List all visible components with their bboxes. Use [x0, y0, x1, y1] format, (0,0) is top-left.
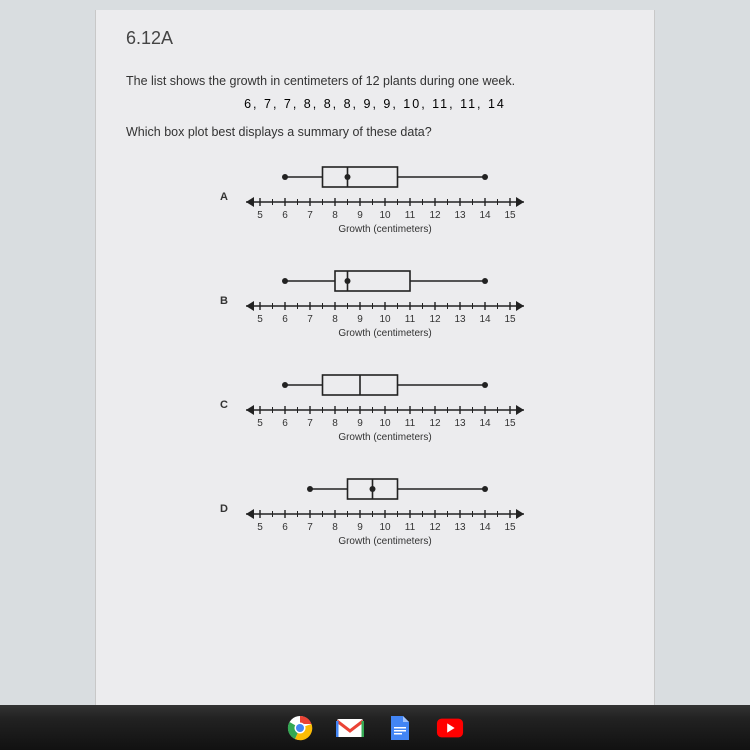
- svg-text:7: 7: [307, 210, 313, 221]
- svg-text:11: 11: [405, 210, 416, 221]
- screen-area: 6.12A The list shows the growth in centi…: [0, 0, 750, 705]
- data-values: 6, 7, 7, 8, 8, 8, 9, 9, 10, 11, 11, 14: [126, 97, 624, 111]
- svg-text:Growth (centimeters): Growth (centimeters): [338, 432, 431, 443]
- svg-text:14: 14: [479, 210, 491, 221]
- gmail-icon[interactable]: [336, 714, 364, 742]
- choice-letter: A: [220, 191, 228, 203]
- box-plot-b: 5 6 7 8 9 10 11 12 13 14 15 Growth (centimeters): [240, 261, 530, 351]
- svg-text:6: 6: [282, 314, 288, 325]
- svg-text:12: 12: [429, 522, 441, 533]
- svg-text:8: 8: [332, 522, 338, 533]
- answer-choice-a[interactable]: A 5 6 7 8 9 10 11 12 13 14 15 Growth (centimeters): [126, 157, 624, 247]
- svg-text:10: 10: [379, 522, 391, 533]
- svg-text:Growth (centimeters): Growth (centimeters): [338, 328, 431, 339]
- svg-text:12: 12: [429, 210, 441, 221]
- svg-text:13: 13: [454, 522, 466, 533]
- svg-text:5: 5: [257, 418, 263, 429]
- youtube-icon[interactable]: [436, 714, 464, 742]
- svg-text:7: 7: [307, 418, 313, 429]
- svg-text:9: 9: [357, 522, 363, 533]
- svg-text:15: 15: [504, 314, 516, 325]
- svg-text:9: 9: [357, 418, 363, 429]
- svg-text:6: 6: [282, 418, 288, 429]
- svg-text:9: 9: [357, 314, 363, 325]
- svg-text:11: 11: [405, 522, 416, 533]
- svg-text:Growth (centimeters): Growth (centimeters): [338, 536, 431, 547]
- choice-letter: D: [220, 503, 228, 515]
- svg-text:8: 8: [332, 210, 338, 221]
- svg-text:10: 10: [379, 314, 391, 325]
- svg-text:15: 15: [504, 522, 516, 533]
- svg-text:14: 14: [479, 522, 491, 533]
- taskbar: [0, 705, 750, 750]
- svg-text:15: 15: [504, 210, 516, 221]
- svg-text:6: 6: [282, 210, 288, 221]
- svg-text:10: 10: [379, 210, 391, 221]
- answer-choice-d[interactable]: D 5 6 7 8 9 10 11 12 13 14 15 Growth (centimeters): [126, 469, 624, 559]
- svg-text:5: 5: [257, 314, 263, 325]
- answer-choice-b[interactable]: B 5 6 7 8 9 10 11 12 13 14 15 Growth (centimeters): [126, 261, 624, 351]
- svg-text:13: 13: [454, 314, 466, 325]
- box-plot-d: 5 6 7 8 9 10 11 12 13 14 15 Growth (centimeters): [240, 469, 530, 559]
- svg-text:7: 7: [307, 314, 313, 325]
- svg-text:14: 14: [479, 418, 491, 429]
- svg-text:10: 10: [379, 418, 391, 429]
- svg-text:5: 5: [257, 210, 263, 221]
- svg-text:11: 11: [405, 418, 416, 429]
- svg-text:Growth (centimeters): Growth (centimeters): [338, 224, 431, 235]
- svg-text:11: 11: [405, 314, 416, 325]
- choice-letter: C: [220, 399, 228, 411]
- box-plot-c: 5 6 7 8 9 10 11 12 13 14 15 Growth (centimeters): [240, 365, 530, 455]
- worksheet-page: 6.12A The list shows the growth in centi…: [95, 10, 655, 705]
- docs-icon[interactable]: [386, 714, 414, 742]
- svg-text:6: 6: [282, 522, 288, 533]
- svg-text:13: 13: [454, 418, 466, 429]
- box-plot-a: 5 6 7 8 9 10 11 12 13 14 15 Growth (centimeters): [240, 157, 530, 247]
- svg-text:12: 12: [429, 418, 441, 429]
- svg-text:15: 15: [504, 418, 516, 429]
- svg-text:9: 9: [357, 210, 363, 221]
- question-stem-line1: The list shows the growth in centimeters…: [126, 71, 624, 91]
- svg-text:5: 5: [257, 522, 263, 533]
- svg-text:13: 13: [454, 210, 466, 221]
- svg-text:7: 7: [307, 522, 313, 533]
- svg-text:8: 8: [332, 418, 338, 429]
- answer-choice-c[interactable]: C 5 6 7 8 9 10 11 12 13 14 15 Growth (centimeters): [126, 365, 624, 455]
- svg-text:8: 8: [332, 314, 338, 325]
- question-number: 6.12A: [126, 28, 624, 49]
- question-stem-line2: Which box plot best displays a summary o…: [126, 125, 624, 139]
- chrome-icon[interactable]: [286, 714, 314, 742]
- choice-letter: B: [220, 295, 228, 307]
- svg-text:12: 12: [429, 314, 441, 325]
- svg-text:14: 14: [479, 314, 491, 325]
- choices-container: A56789101112131415Growth (centimeters)B5…: [126, 157, 624, 559]
